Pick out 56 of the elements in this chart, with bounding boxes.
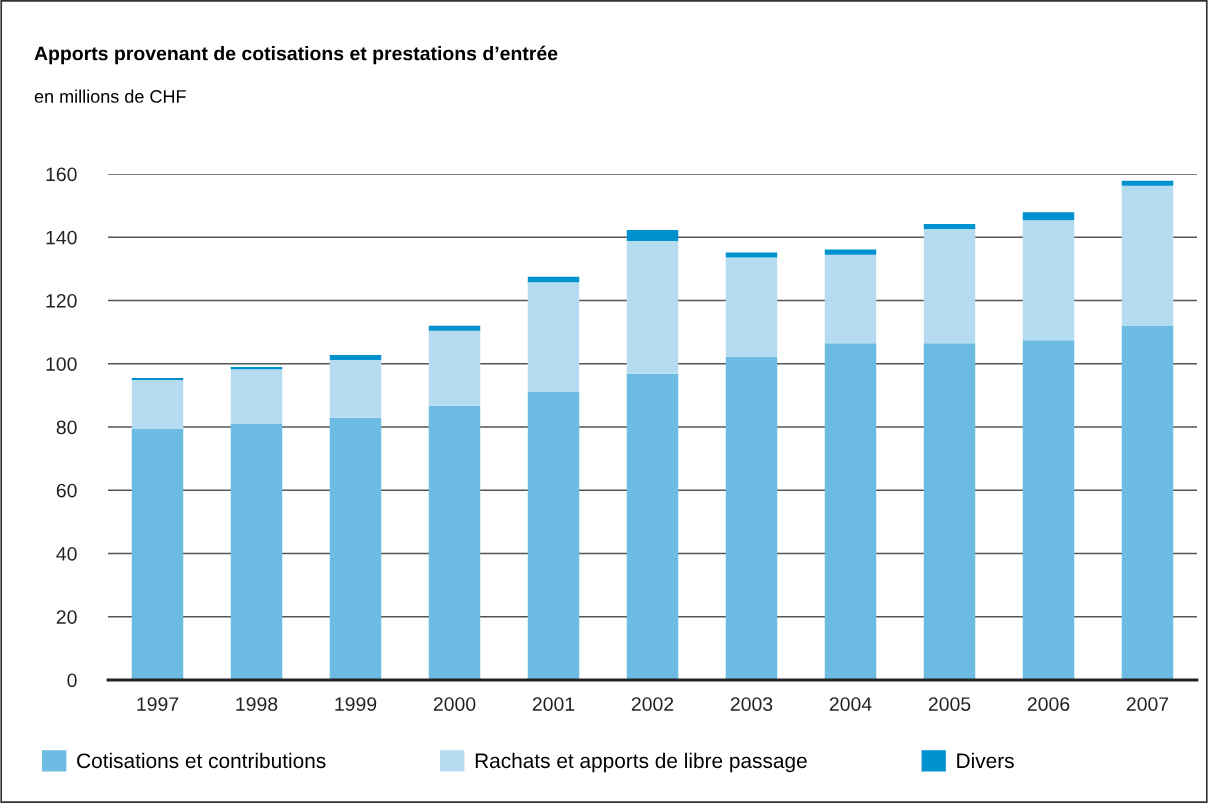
bar: [131, 379, 184, 429]
y-tick-label: 0: [67, 673, 77, 688]
legend-label: Cotisations et contributions: [77, 752, 326, 769]
bar: [131, 428, 184, 680]
x-tick-label: 1998: [236, 697, 278, 711]
x-tick-label: 2003: [730, 697, 773, 711]
y-tick-label: 40: [56, 546, 77, 561]
bar: [1121, 185, 1174, 326]
y-tick-label: 120: [46, 293, 77, 308]
bar: [329, 417, 382, 680]
bar: [725, 356, 778, 680]
y-tick-label: 80: [56, 420, 77, 435]
y-tick-label: 160: [46, 167, 77, 182]
x-tick-label: 2000: [433, 697, 476, 711]
bar: [1121, 325, 1174, 680]
chart-subtitle: en millions de CHF: [34, 89, 186, 103]
chart-title: Apports provenant de cotisations et prestations d’entrée: [34, 45, 558, 65]
bar: [923, 229, 976, 344]
bar: [428, 405, 481, 680]
bar: [923, 223, 976, 230]
x-tick-label: 2007: [1126, 697, 1169, 711]
bar: [725, 257, 778, 357]
bar: [527, 282, 580, 392]
bar: [725, 252, 778, 258]
bar: [1022, 212, 1075, 221]
y-tick-label: 20: [56, 610, 77, 624]
x-tick-label: 1997: [137, 697, 179, 711]
bar: [527, 391, 580, 680]
bar: [428, 330, 481, 406]
y-tick-label: 140: [46, 230, 77, 245]
bar: [626, 373, 679, 680]
legend-label: Rachats et apports de libre passage: [475, 752, 807, 773]
x-tick-label: 2006: [1027, 697, 1070, 711]
bar: [626, 229, 679, 242]
bar: [626, 241, 679, 374]
x-tick-label: 2004: [829, 697, 872, 711]
y-tick-label: 60: [56, 483, 77, 498]
bar: [1022, 340, 1075, 680]
x-tick-label: 1999: [335, 697, 377, 711]
bar: [824, 249, 877, 255]
bar: [824, 254, 877, 344]
bar: [230, 423, 283, 680]
x-tick-label: 2001: [532, 697, 575, 711]
bar: [428, 325, 481, 331]
bar: [527, 276, 580, 283]
bar: [923, 343, 976, 680]
bar: [824, 343, 877, 680]
y-tick-label: 100: [46, 357, 77, 371]
x-tick-label: 2002: [631, 697, 674, 711]
bar: [329, 354, 382, 360]
legend-label: Divers: [957, 752, 1014, 769]
bar: [329, 359, 382, 418]
x-tick-label: 2005: [928, 697, 971, 711]
bar: [1022, 220, 1075, 341]
bar: [230, 369, 283, 424]
bar: [1121, 180, 1174, 186]
